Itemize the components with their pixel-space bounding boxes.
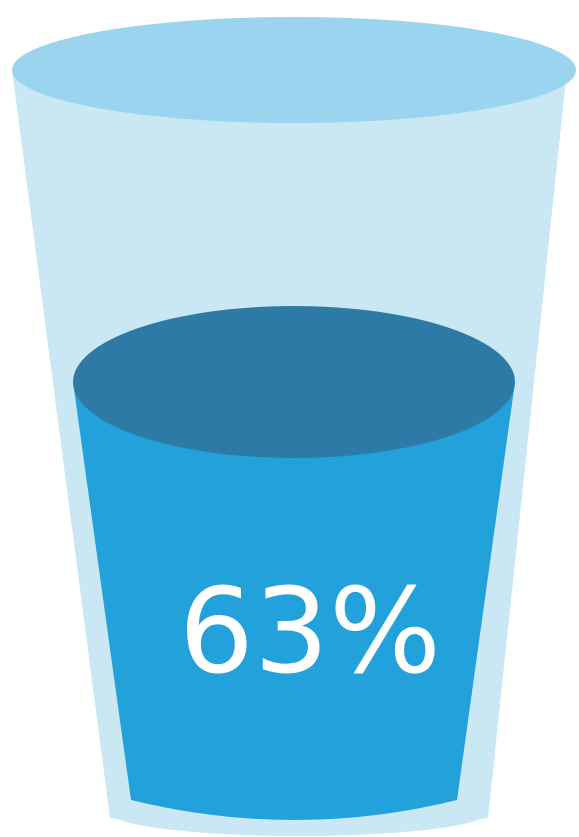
water-surface	[73, 306, 515, 458]
glass-rim	[12, 17, 576, 123]
fill-percent-label: 63%	[179, 562, 441, 700]
water-body	[73, 382, 515, 820]
